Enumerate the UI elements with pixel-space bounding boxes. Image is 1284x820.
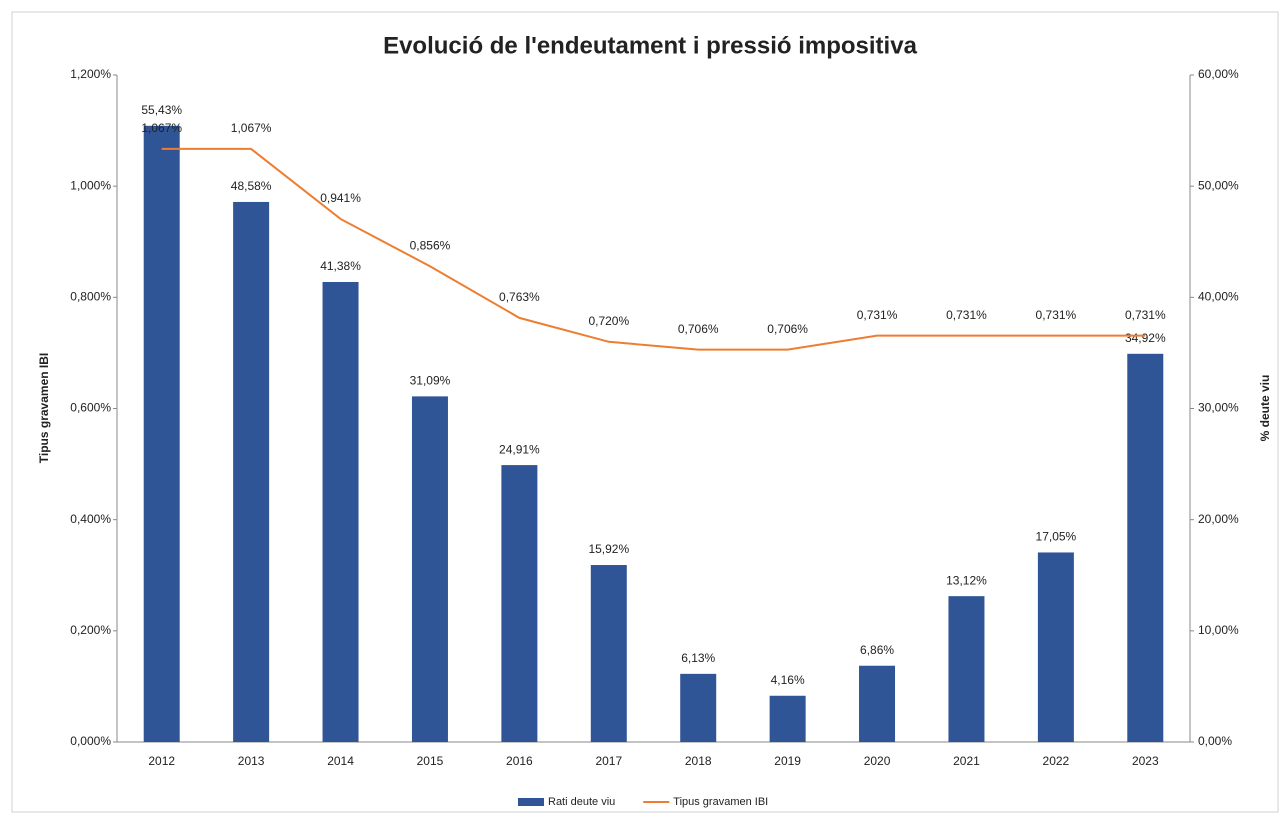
line-value-label: 0,731% (857, 308, 898, 322)
line (161, 147, 1146, 351)
line-value-label: 0,731% (1125, 308, 1166, 322)
bar-value-label: 24,91% (499, 442, 540, 456)
y2-tick-label: 0,00% (1198, 734, 1232, 748)
y2-axis-title: % deute viu (1258, 375, 1272, 442)
y-tick-label: 0,000% (70, 734, 111, 748)
x-tick-label: 2023 (1132, 754, 1159, 768)
bar-value-label: 15,92% (588, 542, 629, 556)
y2-tick-label: 10,00% (1198, 623, 1239, 637)
bar-value-label: 48,58% (231, 179, 272, 193)
line-value-label: 0,706% (767, 322, 808, 336)
y-tick-label: 1,200% (70, 67, 111, 81)
chart-border (11, 11, 1279, 813)
bar (680, 673, 717, 742)
line-value-label: 1,067% (231, 121, 272, 135)
bar-value-label: 31,09% (410, 374, 451, 388)
x-tick-label: 2019 (774, 754, 801, 768)
bar (948, 596, 985, 742)
bar (143, 125, 180, 743)
x-tick-label: 2014 (327, 754, 354, 768)
x-tick-label: 2013 (238, 754, 265, 768)
line-value-label: 0,706% (678, 322, 719, 336)
bar-value-label: 41,38% (320, 259, 361, 273)
bar-value-label: 6,86% (860, 643, 894, 657)
legend-label: Tipus gravamen IBI (673, 796, 768, 808)
legend-swatch (518, 798, 544, 806)
bar (859, 665, 896, 742)
x-tick-label: 2012 (148, 754, 175, 768)
x-tick-label: 2021 (953, 754, 980, 768)
x-tick-label: 2018 (685, 754, 712, 768)
x-tick-label: 2016 (506, 754, 533, 768)
legend-label: Rati deute viu (548, 796, 615, 808)
bar (411, 396, 448, 742)
bar (233, 201, 270, 742)
bar (1127, 353, 1164, 742)
bar (590, 565, 627, 742)
x-tick-label: 2015 (417, 754, 444, 768)
bar (322, 281, 359, 742)
chart-title: Evolució de l'endeutament i pressió impo… (383, 32, 917, 59)
line-value-label: 0,763% (499, 290, 540, 304)
y-tick-label: 0,800% (70, 290, 111, 304)
y-tick-label: 0,600% (70, 401, 111, 415)
y2-tick-label: 40,00% (1198, 290, 1239, 304)
x-tick-label: 2022 (1043, 754, 1070, 768)
bar (769, 695, 806, 742)
y2-tick-label: 60,00% (1198, 67, 1239, 81)
y-axis-title: Tipus gravamen IBI (37, 353, 51, 463)
line-value-label: 0,731% (946, 308, 987, 322)
bar-value-label: 13,12% (946, 573, 987, 587)
bar (1037, 552, 1074, 742)
x-tick-label: 2017 (595, 754, 622, 768)
line-value-label: 0,731% (1036, 308, 1077, 322)
line-value-label: 1,067% (141, 121, 182, 135)
bar-value-label: 55,43% (141, 103, 182, 117)
line-value-label: 0,720% (588, 314, 629, 328)
bar-value-label: 4,16% (771, 673, 805, 687)
bar (501, 465, 538, 742)
line-value-label: 0,856% (410, 238, 451, 252)
y-tick-label: 0,400% (70, 512, 111, 526)
x-tick-label: 2020 (864, 754, 891, 768)
y2-tick-label: 20,00% (1198, 512, 1239, 526)
y-tick-label: 1,000% (70, 178, 111, 192)
line-value-label: 0,941% (320, 191, 361, 205)
bar-value-label: 6,13% (681, 651, 715, 665)
y-tick-label: 0,200% (70, 623, 111, 637)
bar-value-label: 34,92% (1125, 331, 1166, 345)
y2-tick-label: 50,00% (1198, 178, 1239, 192)
bar-value-label: 17,05% (1036, 530, 1077, 544)
y2-tick-label: 30,00% (1198, 401, 1239, 415)
